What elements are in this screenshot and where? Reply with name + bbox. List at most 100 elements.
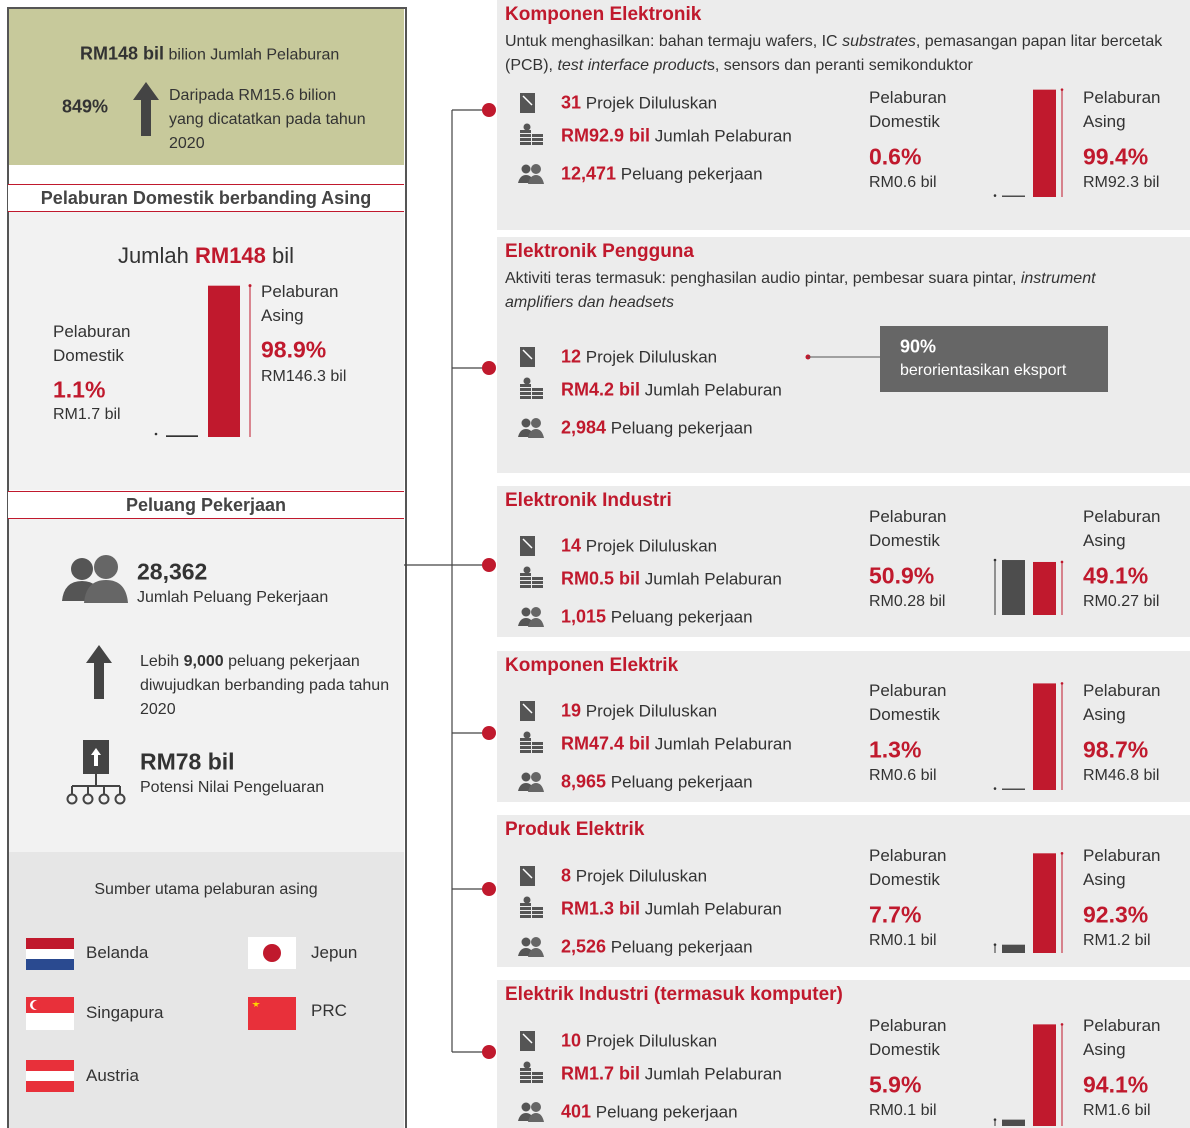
foreign-pct: 98.9% (261, 336, 327, 363)
stat-value: RM47.4 bil (561, 733, 651, 754)
sector-title: Elektrik Industri (termasuk komputer) (505, 984, 843, 1005)
domestic-label: Pelaburan Domestik (53, 322, 131, 365)
country: Singapura (86, 1003, 164, 1022)
split-box (8, 212, 404, 490)
stat-projects: 14 Projek Diluluskan (561, 536, 717, 557)
sources-box (8, 852, 404, 1128)
stat-value: 10 (561, 1030, 582, 1051)
domestic-pct: 50.9% (869, 562, 935, 589)
domestic-label: Pelaburan Domestik (869, 88, 947, 131)
stat-investment: RM47.4 bil Jumlah Pelaburan (561, 734, 792, 755)
desc-part: s, sensors dan peranti semikonduktor (706, 57, 973, 74)
stat-value: RM0.5 bil (561, 568, 641, 589)
domestic-label: Pelaburan Domestik (869, 681, 947, 724)
foreign-pct: 92.3% (1083, 901, 1149, 928)
desc-part: test interface product (557, 57, 707, 74)
suffix: peluang pekerjaan diwujudkan berbanding … (140, 653, 390, 718)
summary-box (8, 8, 404, 165)
people-icon (62, 555, 128, 603)
stat-projects: 19 Projek Diluluskan (561, 701, 717, 722)
sector-card (497, 0, 1190, 230)
stat-label: Peluang pekerjaan (610, 772, 753, 792)
domestic-pct: 7.7% (869, 901, 922, 928)
stat-value: 8 (561, 865, 572, 886)
sector-title: Elektronik Industri (505, 490, 672, 511)
stat-projects: 8 Projek Diluluskan (561, 866, 707, 887)
foreign-label: Pelaburan Asing (1083, 507, 1161, 550)
sector-desc: Untuk menghasilkan: bahan termaju wafers… (505, 30, 1165, 78)
growth: 849% (62, 96, 109, 117)
domestic-label: Pelaburan Domestik (869, 1016, 947, 1059)
stat-value: 14 (561, 535, 582, 556)
domestic-amount: RM0.1 bil (869, 1102, 937, 1119)
prefix: Jumlah (117, 243, 189, 268)
stat-projects: 31 Projek Diluluskan (561, 93, 717, 114)
stat-label: Projek Diluluskan (585, 701, 718, 721)
domestic-pct: 1.3% (869, 736, 922, 763)
stat-investment: RM92.9 bil Jumlah Pelaburan (561, 126, 792, 147)
desc-part: instrument amplifiers dan headsets (505, 270, 1096, 311)
foreign-amount: RM46.8 bil (1083, 767, 1160, 784)
domestic-amount: RM0.1 bil (869, 932, 937, 949)
prefix: Lebih (140, 653, 180, 670)
stat-value: RM1.7 bil (561, 1063, 641, 1084)
domestic-pct: 5.9% (869, 1071, 922, 1098)
stat-jobs: 1,015 Peluang pekerjaan (561, 607, 753, 628)
sector-card (497, 815, 1190, 967)
country: Belanda (86, 943, 149, 962)
connector-dot (482, 558, 496, 572)
callout-value: 90% (900, 336, 937, 357)
connector-dot (482, 1045, 496, 1059)
stat-value: 401 (561, 1101, 592, 1122)
sources-title: Sumber utama pelaburan asing (94, 881, 318, 898)
section-header: Pelaburan Domestik berbanding Asing (8, 184, 404, 212)
output-icon (66, 740, 126, 805)
stat-label: Peluang pekerjaan (610, 607, 753, 627)
stat-investment: RM1.7 bil Jumlah Pelaburan (561, 1064, 782, 1085)
country: PRC (311, 1001, 347, 1020)
stat-jobs: 12,471 Peluang pekerjaan (561, 164, 763, 185)
stat-label: Jumlah Pelaburan (644, 1064, 782, 1084)
jobs-total: 28,362 (137, 558, 208, 585)
foreign-amount: RM1.6 bil (1083, 1102, 1151, 1119)
stat-label: Peluang pekerjaan (610, 418, 753, 438)
connector-dot (482, 882, 496, 896)
stat-jobs: 401 Peluang pekerjaan (561, 1102, 738, 1123)
foreign-amount: RM1.2 bil (1083, 932, 1151, 949)
foreign-label: Pelaburan Asing (1083, 1016, 1161, 1059)
desc-part: Untuk menghasilkan: bahan termaju wafers… (505, 33, 843, 50)
sector-card (497, 651, 1190, 802)
domestic-amount: RM0.28 bil (869, 593, 946, 610)
sector-card (497, 980, 1190, 1128)
stat-investment: RM1.3 bil Jumlah Pelaburan (561, 899, 782, 920)
foreign-amount: RM0.27 bil (1083, 593, 1160, 610)
country: Austria (86, 1066, 139, 1085)
foreign-pct: 94.1% (1083, 1071, 1149, 1098)
callout-label: berorientasikan eksport (900, 362, 1067, 379)
desc-part: Aktiviti teras termasuk: penghasilan aud… (505, 270, 1021, 287)
connector-dot (482, 726, 496, 740)
domestic-pct: 0.6% (869, 143, 922, 170)
domestic-label: Pelaburan Domestik (869, 507, 947, 550)
foreign-amount: RM92.3 bil (1083, 174, 1160, 191)
foreign-pct: 49.1% (1083, 562, 1149, 589)
stat-label: Peluang pekerjaan (595, 1102, 738, 1122)
foreign-label: Pelaburan Asing (1083, 846, 1161, 889)
sector-title: Produk Elektrik (505, 819, 645, 840)
summary-total: RM148 bil bilion Jumlah Pelaburan (80, 44, 339, 65)
stat-value: 12 (561, 346, 582, 367)
stat-jobs: 2,526 Peluang pekerjaan (561, 937, 753, 958)
flag-jp (248, 937, 296, 969)
sector-desc: Aktiviti teras termasuk: penghasilan aud… (505, 267, 1165, 315)
sector-card (497, 486, 1190, 637)
connector (404, 110, 453, 1052)
stat-value: 8,965 (561, 771, 607, 792)
jobs-total-label: Jumlah Peluang Pekerjaan (137, 589, 329, 606)
stat-label: Projek Diluluskan (585, 1031, 718, 1051)
foreign-pct: 99.4% (1083, 143, 1149, 170)
domestic-amount: RM0.6 bil (869, 767, 937, 784)
stat-projects: 12 Projek Diluluskan (561, 347, 717, 368)
foreign-pct: 98.7% (1083, 736, 1149, 763)
jobs-more: Lebih 9,000 peluang pekerjaan diwujudkan… (140, 650, 402, 722)
